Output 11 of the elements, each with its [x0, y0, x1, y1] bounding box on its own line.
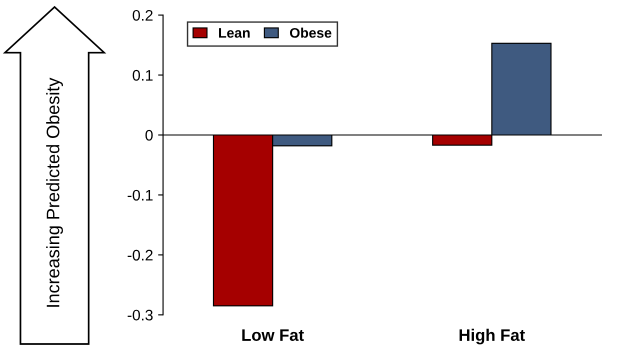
y-axis-title: Increasing Predicted Obesity [46, 78, 63, 307]
y-tick-label: -0.3 [128, 310, 153, 321]
x-tick-label: High Fat [460, 328, 525, 344]
legend-label: Obese [290, 28, 332, 38]
y-tick-label: 0 [145, 130, 153, 141]
y-tick-label: -0.1 [128, 190, 153, 201]
x-tick-label: Low Fat [242, 329, 304, 341]
legend-label: Lean [219, 28, 250, 38]
y-tick-label: -0.2 [128, 250, 153, 261]
y-tick-label: 0.1 [132, 70, 153, 81]
y-tick-label: 0.2 [132, 10, 153, 21]
